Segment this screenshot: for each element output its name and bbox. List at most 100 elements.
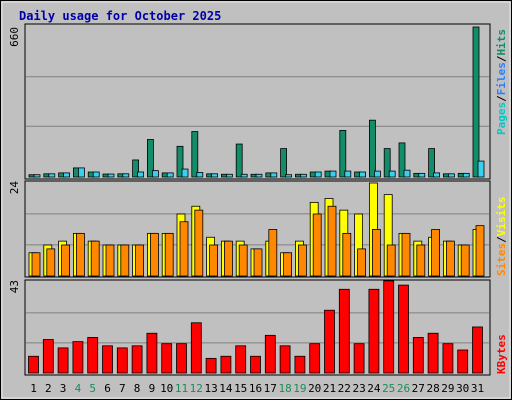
x-tick-label-day-22: 22 xyxy=(338,382,351,395)
bar-sites-day-8 xyxy=(135,244,145,277)
bar-files-day-16 xyxy=(255,173,263,178)
bar-kbytes-day-20 xyxy=(309,343,321,374)
bar-files-day-1 xyxy=(33,174,41,178)
bar-sites-day-14 xyxy=(223,240,233,277)
x-tick-label-day-31: 31 xyxy=(471,382,484,395)
bar-hits-day-15 xyxy=(235,143,243,178)
bar-sites-day-27 xyxy=(416,244,426,277)
panel-hits-background xyxy=(24,23,491,180)
legend-visits: Sites/Visits xyxy=(495,197,508,277)
bar-hits-day-24 xyxy=(368,119,376,178)
bar-sites-day-1 xyxy=(31,252,41,277)
x-tick-label-day-20: 20 xyxy=(308,382,321,395)
bar-sites-day-13 xyxy=(209,244,219,277)
x-tick-label-day-5: 5 xyxy=(89,382,96,395)
bar-kbytes-day-27 xyxy=(412,337,424,374)
x-tick-label-day-3: 3 xyxy=(60,382,67,395)
bar-sites-day-11 xyxy=(179,221,189,277)
bar-sites-day-15 xyxy=(238,244,248,277)
bar-sites-day-23 xyxy=(357,248,367,277)
bar-sites-day-10 xyxy=(164,232,174,277)
x-tick-label-day-10: 10 xyxy=(160,382,173,395)
chart-frame-inner-bevel xyxy=(1,1,511,399)
bar-kbytes-day-7 xyxy=(116,347,128,374)
bar-files-day-30 xyxy=(462,172,470,178)
bar-kbytes-day-30 xyxy=(457,349,469,374)
x-tick-label-day-2: 2 xyxy=(45,382,52,395)
bar-kbytes-day-13 xyxy=(205,357,217,374)
bar-files-day-6 xyxy=(107,173,115,178)
bar-kbytes-day-12 xyxy=(190,322,202,374)
bar-sites-day-31 xyxy=(475,225,485,277)
bar-files-day-14 xyxy=(225,173,233,178)
bar-files-day-3 xyxy=(63,172,70,178)
x-tick-label-day-8: 8 xyxy=(134,382,141,395)
bar-hits-day-22 xyxy=(339,130,347,178)
bar-hits-day-26 xyxy=(398,142,406,178)
bar-kbytes-day-22 xyxy=(338,288,350,374)
x-tick-label-day-9: 9 xyxy=(149,382,156,395)
bar-sites-day-3 xyxy=(61,244,70,277)
bar-kbytes-day-24 xyxy=(368,288,380,374)
bar-sites-day-24 xyxy=(371,229,381,277)
chart-title: Daily usage for October 2025 xyxy=(19,9,221,23)
bar-files-day-12 xyxy=(196,172,204,178)
bar-files-day-19 xyxy=(299,173,307,178)
bar-files-day-26 xyxy=(403,169,411,178)
bar-sites-day-21 xyxy=(327,205,337,277)
bar-kbytes-day-4 xyxy=(72,341,84,374)
bar-files-day-29 xyxy=(447,173,455,178)
legend-separator-2: / xyxy=(495,55,508,62)
x-tick-label-day-21: 21 xyxy=(323,382,336,395)
bar-files-day-15 xyxy=(240,173,248,178)
x-tick-label-day-17: 17 xyxy=(264,382,277,395)
bar-kbytes-day-16 xyxy=(250,355,261,374)
bar-sites-day-25 xyxy=(386,244,396,277)
bar-kbytes-day-14 xyxy=(220,355,232,374)
bar-hits-day-28 xyxy=(428,148,436,178)
bar-files-day-31 xyxy=(477,160,485,178)
x-tick-label-day-11: 11 xyxy=(175,382,188,395)
x-tick-label-day-15: 15 xyxy=(234,382,247,395)
x-tick-label-day-30: 30 xyxy=(456,382,469,395)
bar-hits-day-9 xyxy=(146,139,154,178)
bar-files-day-23 xyxy=(359,171,367,178)
bar-files-day-5 xyxy=(92,171,100,178)
bar-files-day-21 xyxy=(329,170,337,178)
x-tick-label-day-29: 29 xyxy=(441,382,454,395)
legend-item-files: Files xyxy=(495,62,508,95)
x-tick-label-day-13: 13 xyxy=(204,382,217,395)
bar-files-day-25 xyxy=(388,170,396,178)
legend-item-sites: Sites xyxy=(495,243,508,276)
bar-files-day-28 xyxy=(433,172,441,178)
bar-kbytes-day-31 xyxy=(472,326,483,374)
x-tick-label-day-23: 23 xyxy=(352,382,365,395)
bar-kbytes-day-15 xyxy=(235,345,247,374)
bar-sites-day-20 xyxy=(312,213,322,277)
panel-kbytes-max-label: 43 xyxy=(8,280,21,293)
bars xyxy=(28,26,485,374)
bar-files-day-7 xyxy=(122,173,130,178)
bar-kbytes-day-17 xyxy=(264,334,276,374)
bar-sites-day-26 xyxy=(401,232,411,277)
x-tick-label-day-6: 6 xyxy=(104,382,111,395)
bar-files-day-20 xyxy=(314,171,322,178)
bar-sites-day-19 xyxy=(297,244,307,277)
legend-item-kbytes: KBytes xyxy=(495,334,508,374)
x-tick-label-day-28: 28 xyxy=(426,382,439,395)
bar-kbytes-day-1 xyxy=(28,355,39,374)
bar-kbytes-day-6 xyxy=(102,345,113,374)
bar-kbytes-day-18 xyxy=(279,345,291,374)
bar-kbytes-day-21 xyxy=(324,309,335,374)
bar-kbytes-day-28 xyxy=(427,332,439,374)
bar-kbytes-day-19 xyxy=(294,355,306,374)
legend-separator-3: / xyxy=(495,236,508,243)
x-tick-label-day-14: 14 xyxy=(219,382,233,395)
bar-sites-day-7 xyxy=(120,244,130,277)
x-axis-labels: 1 2 3 4 5 6 7 8 9 10 11 12 13 14 15 16 17 18 19 20 21 22 23 24 2… xyxy=(30,382,484,395)
x-tick-label-day-7: 7 xyxy=(119,382,126,395)
bar-files-day-27 xyxy=(418,172,426,178)
x-tick-label-day-16: 16 xyxy=(249,382,262,395)
bar-sites-day-4 xyxy=(76,232,85,277)
